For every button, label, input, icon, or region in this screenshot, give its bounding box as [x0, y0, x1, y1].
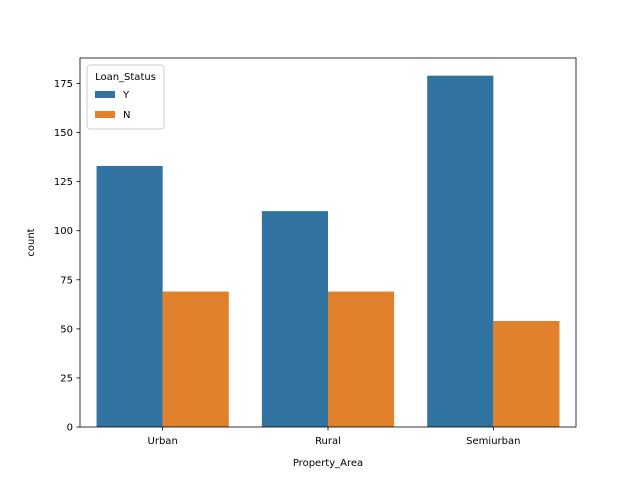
legend-label-y: Y	[122, 90, 130, 101]
bar-semiurban-n	[493, 321, 560, 427]
y-tick-label: 50	[60, 324, 73, 335]
y-tick-label: 125	[54, 177, 73, 188]
x-axis-label: Property_Area	[293, 458, 363, 469]
bars-layer	[96, 75, 560, 428]
plot-frame	[79, 57, 577, 428]
y-tick-label: 175	[54, 79, 73, 90]
x-tick-label-rural: Rural	[315, 436, 341, 447]
y-tick-label: 150	[54, 128, 73, 139]
legend-title: Loan_Status	[95, 72, 156, 83]
legend-label-n: N	[123, 110, 130, 121]
y-tick-label: 100	[54, 226, 73, 237]
y-tick-label: 25	[60, 373, 73, 384]
legend-swatch-n	[95, 111, 115, 118]
bar-urban-n	[162, 291, 229, 427]
bar-rural-n	[328, 291, 395, 427]
legend-swatch-y	[95, 91, 115, 98]
bar-rural-y	[261, 211, 328, 427]
y-tick-label: 0	[67, 423, 73, 434]
y-axis-label: count	[26, 228, 37, 256]
x-tick-label-semiurban: Semiurban	[466, 436, 520, 447]
x-axis-ticks: Urban Rural Semiurban	[148, 427, 520, 447]
legend: Loan_Status YN	[86, 64, 165, 130]
x-tick-label-urban: Urban	[148, 436, 178, 447]
y-axis-ticks: 0 25 50 75 100 125 150 175	[54, 79, 80, 434]
y-tick-label: 75	[60, 275, 73, 286]
bar-urban-y	[96, 165, 163, 427]
bar-semiurban-y	[427, 75, 494, 428]
